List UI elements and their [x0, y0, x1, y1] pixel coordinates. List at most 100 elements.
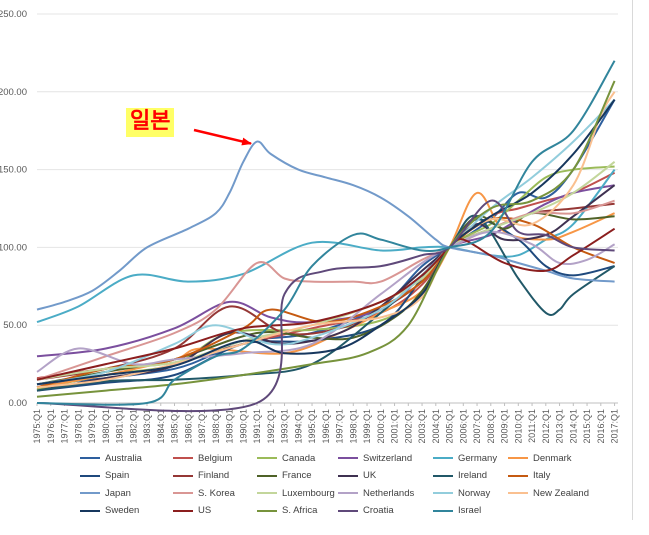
y-tick-label: 0.00: [9, 398, 28, 409]
legend-label: New Zealand: [533, 487, 589, 499]
legend-swatch: [257, 474, 277, 477]
series-line-japan: [36, 140, 615, 311]
series-line-belgium: [36, 171, 616, 380]
x-tick-label: 1993:Q1: [280, 409, 290, 444]
legend-label: Switzerland: [363, 452, 413, 464]
series-line-s-korea: [36, 199, 615, 381]
legend-swatch: [338, 457, 358, 459]
legend-label: Denmark: [533, 452, 572, 464]
x-tick-label: 1979:Q1: [87, 409, 97, 444]
legend-label: Netherlands: [363, 487, 415, 499]
x-tick-label: 2008:Q1: [486, 409, 496, 444]
legend-label: S. Korea: [198, 487, 235, 499]
x-tick-label: 2015:Q1: [582, 409, 592, 444]
x-tick-label: 2000:Q1: [376, 409, 386, 444]
x-tick-label: 1990:Q1: [238, 409, 248, 444]
legend-swatch: [508, 474, 528, 477]
series-line-sweden: [36, 98, 616, 386]
legend-label: Japan: [105, 487, 131, 499]
legend-item-denmark: Denmark: [508, 450, 572, 466]
x-tick-label: 2003:Q1: [417, 409, 427, 444]
x-tick-label: 1982:Q1: [128, 409, 138, 444]
legend-label: Ireland: [458, 470, 488, 481]
annotation-label: 일본: [126, 108, 175, 137]
legend-item-netherlands: Netherlands: [338, 485, 414, 501]
legend-item-italy: Italy: [508, 468, 550, 484]
legend-item-switzerland: Switzerland: [338, 450, 412, 466]
legend-label: Canada: [282, 452, 316, 464]
legend-item-new-zealand: New Zealand: [508, 485, 589, 501]
legend-label: S. Africa: [282, 505, 318, 516]
legend-item-israel: Israel: [433, 503, 481, 519]
legend-label: Belgium: [198, 452, 233, 464]
series-line-us: [36, 227, 616, 381]
legend-label: UK: [363, 470, 377, 481]
legend-label: Finland: [198, 470, 230, 481]
x-tick-label: 2009:Q1: [500, 409, 510, 444]
x-tick-label: 1981:Q1: [115, 409, 125, 444]
legend-label: Australia: [105, 452, 142, 464]
legend-label: US: [198, 505, 212, 516]
annotation-arrow: [193, 128, 252, 146]
legend-swatch: [257, 492, 277, 494]
legend-item-belgium: Belgium: [173, 450, 232, 466]
series-line-norway: [36, 98, 616, 386]
legend-label: Croatia: [363, 505, 394, 516]
x-tick-label: 2002:Q1: [403, 409, 413, 444]
legend-label: Italy: [533, 470, 551, 481]
legend-swatch: [508, 492, 528, 494]
x-tick-label: 1992:Q1: [266, 409, 276, 444]
legend-item-norway: Norway: [433, 485, 490, 501]
legend-item-sweden: Sweden: [80, 503, 139, 519]
legend-item-germany: Germany: [433, 450, 497, 466]
y-tick-label: 50.00: [3, 320, 27, 331]
legend-label: Norway: [458, 487, 491, 499]
legend-item-s-korea: S. Korea: [173, 485, 235, 501]
legend-item-canada: Canada: [257, 450, 315, 466]
x-tick-label: 2001:Q1: [390, 409, 400, 444]
legend-label: Luxembourg: [282, 487, 335, 499]
legend-swatch: [433, 457, 453, 459]
x-tick-label: 1991:Q1: [252, 409, 262, 444]
x-tick-label: 2005:Q1: [445, 409, 455, 444]
x-tick-label: 1987:Q1: [197, 409, 207, 444]
x-tick-label: 1988:Q1: [211, 409, 221, 444]
y-tick-label: 100.00: [0, 242, 27, 253]
x-tick-label: 1984:Q1: [156, 409, 166, 444]
legend-swatch: [173, 509, 193, 512]
x-tick-label: 1975:Q1: [32, 409, 42, 444]
x-tick-label: 2013:Q1: [555, 409, 565, 444]
series-line-croatia: [36, 199, 615, 413]
legend-swatch: [173, 457, 193, 459]
legend-item-ireland: Ireland: [433, 468, 487, 484]
legend-swatch: [257, 509, 277, 512]
x-tick-label: 1978:Q1: [73, 409, 83, 444]
x-tick-label: 2007:Q1: [472, 409, 482, 444]
legend-label: France: [282, 470, 312, 481]
x-tick-label: 2012:Q1: [541, 409, 551, 444]
y-tick-label: 150.00: [0, 165, 27, 176]
legend-swatch: [433, 492, 453, 494]
x-tick-label: 2004:Q1: [431, 409, 441, 444]
x-tick-label: 1985:Q1: [170, 409, 180, 444]
legend-label: Israel: [458, 505, 482, 516]
x-tick-label: 1983:Q1: [142, 409, 152, 444]
legend-item-australia: Australia: [80, 450, 142, 466]
x-tick-label: 2011:Q1: [527, 409, 537, 443]
legend-swatch: [173, 492, 193, 494]
series-line-s-africa: [36, 80, 616, 398]
legend-item-luxembourg: Luxembourg: [257, 485, 335, 501]
legend-item-s-africa: S. Africa: [257, 503, 317, 519]
legend-swatch: [433, 509, 453, 512]
legend-swatch: [508, 457, 528, 459]
legend-swatch: [338, 492, 358, 494]
legend-item-croatia: Croatia: [338, 503, 394, 519]
series-line-new-zealand: [36, 91, 616, 389]
x-tick-label: 2016:Q1: [596, 409, 606, 444]
x-tick-label: 2006:Q1: [458, 409, 468, 444]
x-tick-label: 1996:Q1: [321, 409, 331, 444]
x-tick-label: 2014:Q1: [568, 409, 578, 444]
legend-item-spain: Spain: [80, 468, 129, 484]
